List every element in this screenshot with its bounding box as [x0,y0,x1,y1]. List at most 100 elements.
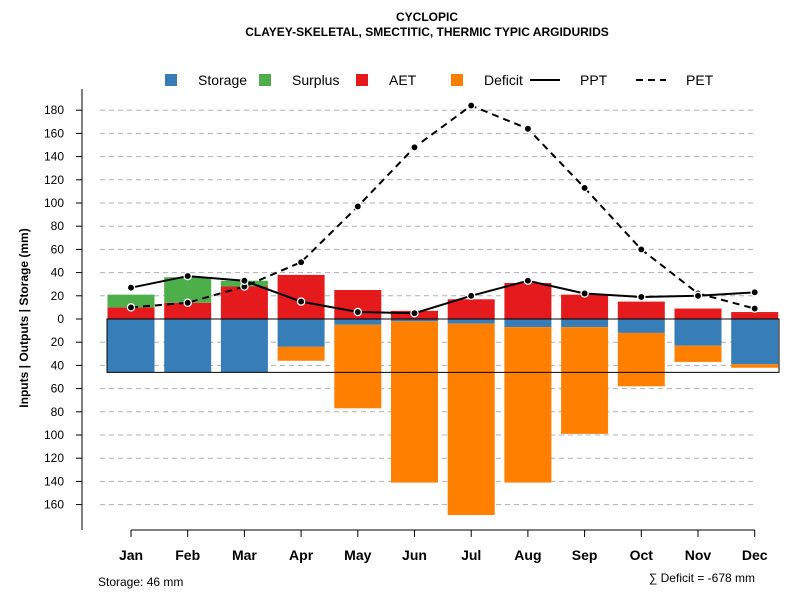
bar-storage-jan [107,319,155,373]
bar-storage-aug [504,319,552,328]
point-pet-feb [183,298,192,308]
y-tick-label: 140 [44,474,64,488]
legend-label-aet: AET [389,72,417,88]
y-tick-label: 120 [44,173,64,187]
legend-swatch-storage [165,74,177,86]
chart-title: CYCLOPIC [396,10,458,24]
bar-storage-dec [731,319,779,365]
point-pet-jul [466,101,476,110]
legend-label-pet: PET [686,72,714,88]
legend-swatch-aet [356,74,368,86]
bar-storage-jun [391,319,438,322]
point-ppt-feb [183,271,192,281]
bar-storage-jul [447,319,495,324]
bar-aet-jan [107,307,155,319]
point-ppt-apr [296,297,306,306]
legend-label-deficit: Deficit [484,72,523,88]
point-ppt-nov [693,291,703,301]
bar-deficit-may [334,324,382,409]
bar-aet-aug [504,283,552,319]
y-tick-label: 160 [44,498,64,512]
line-ppt [130,275,755,315]
point-pet-may [353,202,363,211]
bar-aet-apr [277,274,325,319]
bar-aet-dec [731,312,779,319]
y-tick-label: 100 [44,196,64,210]
point-ppt-jul [466,291,476,301]
y-tick-label: 80 [51,405,65,419]
point-pet-oct [637,245,646,254]
point-ppt-mar [240,276,249,285]
bar-deficit-oct [617,332,665,387]
point-ppt-oct [637,292,646,302]
x-tick-label-jul: Jul [461,547,481,563]
chart-subtitle: CLAYEY-SKELETAL, SMECTITIC, THERMIC TYPI… [245,25,609,39]
point-pet-jan [126,303,136,312]
bar-deficit-dec [731,364,779,368]
bar-deficit-nov [674,345,722,362]
y-tick-label: 20 [51,289,65,303]
bar-aet-oct [617,301,665,319]
deficit-note: ∑ Deficit = -678 mm [649,571,755,585]
x-tick-label-jun: Jun [402,547,427,563]
bar-storage-may [334,319,382,325]
x-tick-label-may: May [344,547,371,563]
bar-aet-nov [674,308,722,319]
point-ppt-aug [523,276,533,285]
series-lines [126,101,759,318]
legend: Storage Surplus AET Deficit PPT PET [165,72,714,88]
y-tick-label: 120 [44,451,64,465]
point-ppt-jan [126,283,136,292]
y-tick-label: 20 [51,335,65,349]
x-tick-label-jan: Jan [119,547,143,563]
legend-swatch-surplus [259,74,271,86]
x-tick-label-nov: Nov [685,547,712,563]
bar-storage-mar [220,319,268,373]
point-pet-sep [580,183,589,193]
bar-surplus-jan [107,294,155,308]
legend-label-surplus: Surplus [292,72,339,88]
point-pet-aug [523,124,533,134]
bar-deficit-aug [504,327,552,483]
bar-storage-sep [561,319,609,328]
point-ppt-jun [410,308,419,318]
point-ppt-may [353,307,363,317]
y-tick-label: 0 [57,312,64,326]
bar-deficit-jun [391,321,438,483]
y-tick-label: 60 [51,382,65,396]
bar-aet-jul [447,299,495,319]
storage-note: Storage: 46 mm [98,575,183,589]
x-tick-label-dec: Dec [742,547,768,563]
legend-label-storage: Storage [198,72,247,88]
x-tick-label-apr: Apr [289,547,314,563]
x-tick-label-sep: Sep [572,547,598,563]
bar-storage-apr [277,319,325,347]
bar-deficit-sep [561,327,609,434]
bar-aet-feb [164,302,212,319]
y-tick-label: 180 [44,103,64,117]
legend-swatch-deficit [451,74,463,86]
bar-storage-nov [674,319,722,346]
x-tick-label-oct: Oct [630,547,654,563]
y-axis-label: Inputs | Outputs | Storage (mm) [17,228,31,407]
x-tick-label-mar: Mar [232,547,257,563]
y-tick-label: 80 [51,219,65,233]
bar-deficit-jul [447,323,495,516]
y-tick-label: 100 [44,428,64,442]
y-tick-label: 40 [51,266,65,280]
line-pet [130,104,755,310]
legend-label-ppt: PPT [580,72,608,88]
y-tick-label: 60 [51,242,65,256]
y-tick-label: 140 [44,150,64,164]
point-pet-jun [410,143,419,152]
point-pet-apr [296,257,306,267]
axes: 180 160 140 120 100 80 60 40 20 0 20 40 60 80 100 120 14… [44,89,768,563]
point-pet-dec [750,304,759,313]
x-tick-label-feb: Feb [175,547,200,563]
y-tick-label: 160 [44,126,64,140]
bar-deficit-apr [277,346,325,361]
y-tick-label: 40 [51,358,65,372]
x-tick-label-aug: Aug [514,547,541,563]
bars [106,274,780,516]
